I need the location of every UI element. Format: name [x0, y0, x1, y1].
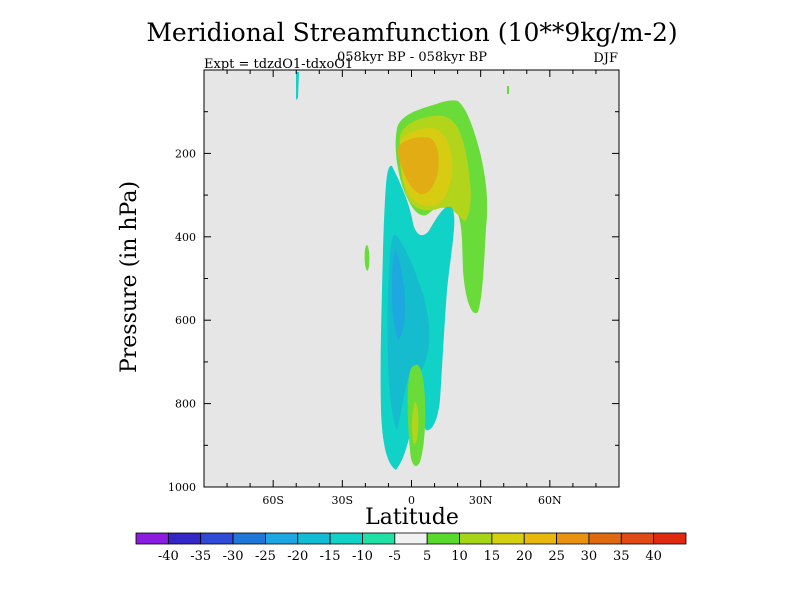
colorbar-swatch — [491, 532, 525, 545]
colorbar-label: 35 — [613, 549, 630, 564]
contour-positive-10-15-lower — [411, 402, 419, 445]
colorbar-swatch — [523, 532, 557, 545]
colorbar-label: 20 — [516, 549, 533, 564]
colorbar-label: -15 — [320, 549, 341, 564]
colorbar-label: 40 — [645, 549, 662, 564]
colorbar-label: 5 — [423, 549, 431, 564]
colorbar-swatch — [297, 532, 331, 545]
x-tick-label: 60N — [538, 494, 562, 507]
colorbar: -40 -35 -30 -25 -20 -15 -10 -5 5 10 15 20 25 30 35 40 — [135, 532, 687, 564]
x-axis-label: Latitude — [365, 505, 459, 530]
colorbar-label: -5 — [388, 549, 401, 564]
chart-subtitle: 058kyr BP - 058kyr BP — [337, 50, 487, 65]
colorbar-swatch — [200, 532, 234, 545]
x-tick-label: 30N — [469, 494, 493, 507]
colorbar-swatch — [167, 532, 202, 545]
colorbar-swatch — [362, 532, 396, 545]
contour-patch-cyan-top — [296, 72, 299, 100]
colorbar-label: 10 — [451, 549, 468, 564]
colorbar-swatch — [232, 532, 266, 545]
contour-negative-20-15 — [392, 250, 406, 340]
colorbar-label: 25 — [548, 549, 565, 564]
colorbar-swatch — [653, 532, 687, 545]
colorbar-swatch — [588, 532, 622, 545]
colorbar-label: -35 — [190, 549, 211, 564]
y-tick-label: 1000 — [168, 481, 196, 494]
y-tick-label: 200 — [175, 147, 196, 160]
colorbar-label: -20 — [287, 549, 308, 564]
colorbar-label: -10 — [352, 549, 373, 564]
y-tick-label: 800 — [175, 398, 196, 411]
season-label: DJF — [593, 51, 618, 66]
colorbar-swatch — [329, 532, 363, 545]
contour-positive-20-25 — [398, 137, 439, 195]
chart-title: Meridional Streamfunction (10**9kg/m-2) — [146, 18, 677, 47]
x-tick-label: 0 — [408, 494, 415, 507]
colorbar-swatch — [394, 532, 428, 545]
colorbar-label: -40 — [158, 549, 179, 564]
contour-patch-green-left — [364, 245, 370, 271]
expt-label: Expt = tdzdO1-tdxoO1 — [204, 57, 353, 72]
contour-fills — [296, 72, 509, 470]
y-tick-label: 400 — [175, 231, 196, 244]
colorbar-label: -25 — [255, 549, 276, 564]
colorbar-swatch — [426, 532, 460, 545]
colorbar-swatch — [265, 532, 299, 545]
colorbar-label: 30 — [581, 549, 598, 564]
x-tick-label: 60S — [262, 494, 284, 507]
colorbar-label: 15 — [484, 549, 501, 564]
y-tick-label: 600 — [175, 314, 196, 327]
y-axis-label: Pressure (in hPa) — [117, 181, 142, 373]
x-axis: 60S 30S 0 30N 60N — [203, 70, 620, 507]
colorbar-swatch — [135, 532, 169, 545]
x-tick-label: 30S — [332, 494, 354, 507]
colorbar-swatch — [556, 532, 590, 545]
contour-patch-green-right — [507, 86, 509, 94]
y-axis: 200 400 600 800 1000 — [168, 69, 619, 494]
colorbar-swatch — [459, 532, 493, 545]
colorbar-label: -30 — [223, 549, 244, 564]
colorbar-swatch — [620, 532, 655, 545]
